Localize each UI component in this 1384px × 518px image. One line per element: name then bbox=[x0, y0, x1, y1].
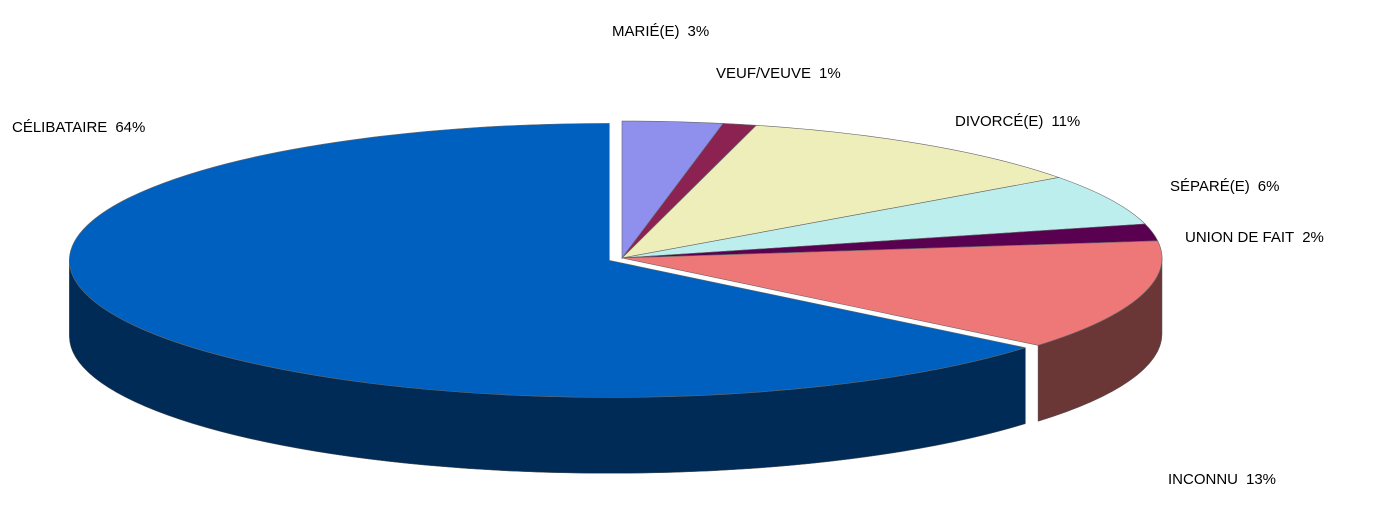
slice-name: UNION DE FAIT bbox=[1185, 229, 1294, 246]
slice-label: MARIÉ(E) 3% bbox=[612, 23, 709, 40]
slice-name: INCONNU bbox=[1168, 471, 1238, 488]
slice-label: DIVORCÉ(E) 11% bbox=[955, 113, 1080, 130]
pie-slice bbox=[69, 123, 1026, 398]
slice-label: INCONNU 13% bbox=[1168, 471, 1276, 488]
slice-label: CÉLIBATAIRE 64% bbox=[12, 119, 145, 136]
pie-slice bbox=[621, 177, 1146, 259]
slice-value: 11% bbox=[1051, 113, 1080, 130]
slice-value: 64% bbox=[115, 119, 145, 136]
slice-value: 6% bbox=[1258, 178, 1280, 195]
slice-value: 1% bbox=[819, 65, 841, 82]
slice-value: 3% bbox=[688, 23, 710, 40]
slice-name: VEUF/VEUVE bbox=[716, 65, 811, 82]
slice-name: CÉLIBATAIRE bbox=[12, 119, 107, 136]
slice-value: 2% bbox=[1302, 229, 1324, 246]
slice-label: UNION DE FAIT 2% bbox=[1185, 229, 1324, 246]
slice-name: SÉPARÉ(E) bbox=[1170, 178, 1250, 195]
pie-slice bbox=[621, 240, 1163, 346]
slice-label: VEUF/VEUVE 1% bbox=[716, 65, 841, 82]
pie-slice bbox=[621, 124, 1061, 259]
slice-label: SÉPARÉ(E) 6% bbox=[1170, 178, 1279, 195]
slice-value: 13% bbox=[1246, 471, 1276, 488]
slice-name: MARIÉ(E) bbox=[612, 23, 680, 40]
slice-name: DIVORCÉ(E) bbox=[955, 113, 1043, 130]
